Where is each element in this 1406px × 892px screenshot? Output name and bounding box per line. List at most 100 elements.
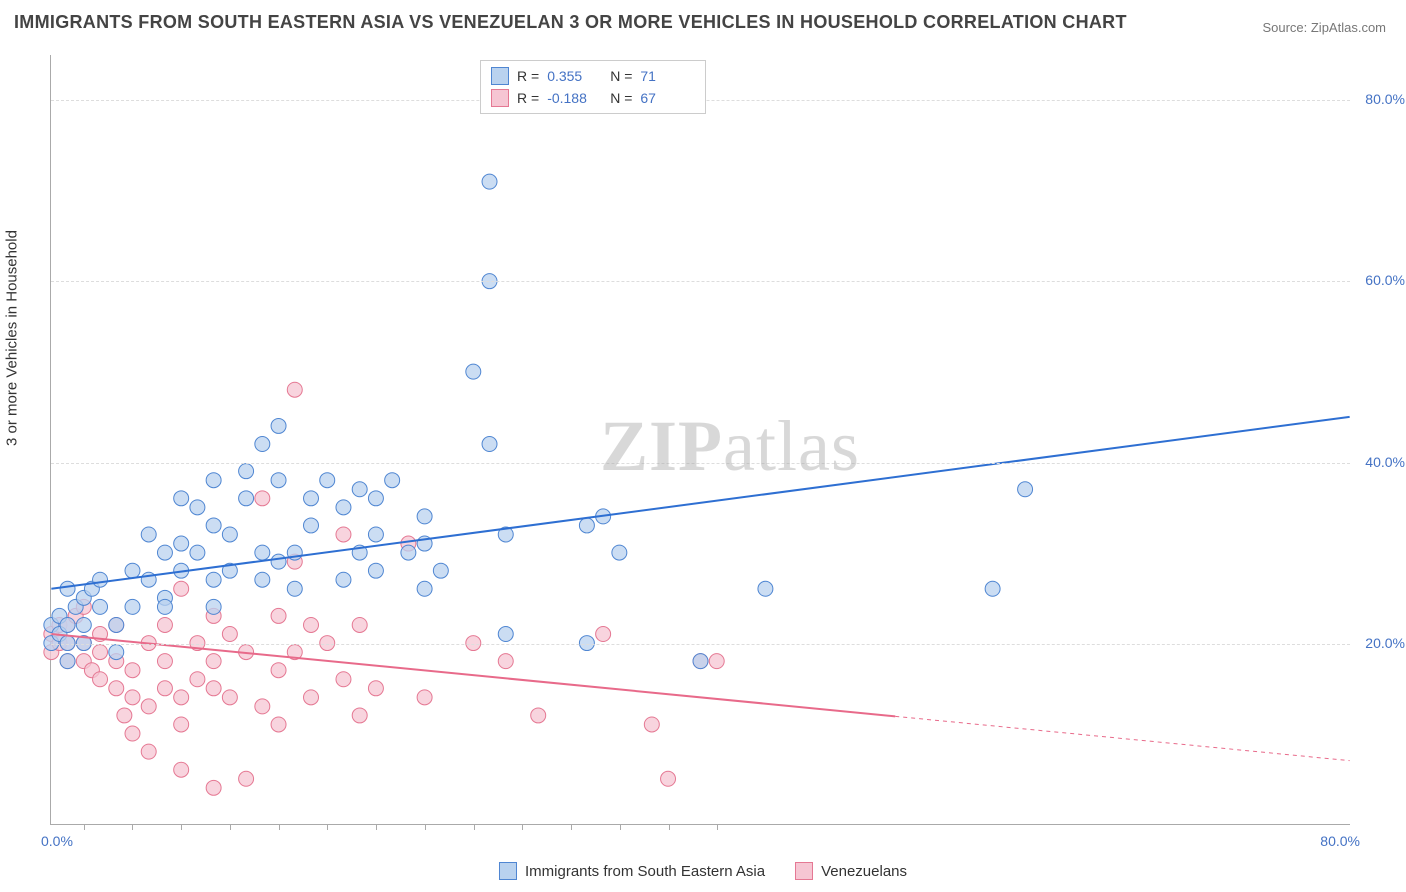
swatch-series2-icon xyxy=(491,89,509,107)
data-point xyxy=(141,699,156,714)
data-point xyxy=(304,491,319,506)
x-tick xyxy=(669,824,670,830)
n-label: N = xyxy=(610,68,632,84)
x-tick xyxy=(230,824,231,830)
data-point xyxy=(190,500,205,515)
data-point xyxy=(60,581,75,596)
data-point xyxy=(271,554,286,569)
data-point xyxy=(174,690,189,705)
legend-series: Immigrants from South Eastern Asia Venez… xyxy=(499,862,907,880)
data-point xyxy=(352,617,367,632)
y-tick-label: 40.0% xyxy=(1365,454,1405,470)
x-tick xyxy=(376,824,377,830)
n-value-2: 67 xyxy=(640,90,695,106)
data-point xyxy=(174,536,189,551)
data-point xyxy=(190,672,205,687)
data-point xyxy=(174,717,189,732)
x-tick xyxy=(425,824,426,830)
n-value-1: 71 xyxy=(640,68,695,84)
y-axis-title: 3 or more Vehicles in Household xyxy=(4,230,21,446)
legend-stats-row-2: R = -0.188 N = 67 xyxy=(491,87,695,109)
data-point xyxy=(125,599,140,614)
chart-plot-area: 20.0%40.0%60.0%80.0%0.0%80.0% xyxy=(50,55,1350,825)
legend-series2-label: Venezuelans xyxy=(821,863,907,880)
data-point xyxy=(482,174,497,189)
x-tick xyxy=(181,824,182,830)
data-point xyxy=(206,681,221,696)
data-point xyxy=(693,654,708,669)
swatch-series2-icon xyxy=(795,862,813,880)
data-point xyxy=(174,581,189,596)
data-point xyxy=(304,617,319,632)
data-point xyxy=(206,780,221,795)
data-point xyxy=(206,654,221,669)
data-point xyxy=(206,572,221,587)
r-value-1: 0.355 xyxy=(547,68,602,84)
data-point xyxy=(109,617,124,632)
data-point xyxy=(255,699,270,714)
data-point xyxy=(368,527,383,542)
r-label: R = xyxy=(517,68,539,84)
r-label: R = xyxy=(517,90,539,106)
data-point xyxy=(596,627,611,642)
data-point xyxy=(368,681,383,696)
data-point xyxy=(709,654,724,669)
chart-title: IMMIGRANTS FROM SOUTH EASTERN ASIA VS VE… xyxy=(14,12,1127,33)
data-point xyxy=(93,599,108,614)
data-point xyxy=(271,418,286,433)
data-point xyxy=(271,608,286,623)
data-point xyxy=(239,771,254,786)
data-point xyxy=(125,563,140,578)
data-point xyxy=(222,690,237,705)
x-tick xyxy=(327,824,328,830)
data-point xyxy=(336,672,351,687)
data-point xyxy=(117,708,132,723)
data-point xyxy=(304,518,319,533)
x-tick xyxy=(474,824,475,830)
data-point xyxy=(417,581,432,596)
data-point xyxy=(255,545,270,560)
data-point xyxy=(352,482,367,497)
data-point xyxy=(174,762,189,777)
data-point xyxy=(417,690,432,705)
data-point xyxy=(93,572,108,587)
data-point xyxy=(985,581,1000,596)
data-point xyxy=(157,681,172,696)
data-point xyxy=(190,545,205,560)
x-tick xyxy=(279,824,280,830)
data-point xyxy=(222,527,237,542)
data-point xyxy=(125,726,140,741)
x-tick xyxy=(571,824,572,830)
data-point xyxy=(401,545,416,560)
data-point xyxy=(76,617,91,632)
data-point xyxy=(239,464,254,479)
data-point xyxy=(255,491,270,506)
grid-line xyxy=(51,463,1350,464)
data-point xyxy=(125,663,140,678)
r-value-2: -0.188 xyxy=(547,90,602,106)
data-point xyxy=(206,518,221,533)
data-point xyxy=(239,491,254,506)
data-point xyxy=(60,617,75,632)
data-point xyxy=(255,437,270,452)
data-point xyxy=(60,654,75,669)
x-tick xyxy=(717,824,718,830)
data-point xyxy=(157,617,172,632)
data-point xyxy=(531,708,546,723)
trend-line-dashed xyxy=(895,716,1349,760)
data-point xyxy=(271,663,286,678)
data-point xyxy=(109,681,124,696)
data-point xyxy=(141,744,156,759)
data-point xyxy=(255,572,270,587)
data-point xyxy=(482,437,497,452)
grid-line xyxy=(51,281,1350,282)
y-tick-label: 80.0% xyxy=(1365,91,1405,107)
data-point xyxy=(368,491,383,506)
legend-series1-label: Immigrants from South Eastern Asia xyxy=(525,863,765,880)
data-point xyxy=(336,500,351,515)
data-point xyxy=(271,473,286,488)
data-point xyxy=(612,545,627,560)
legend-item-1: Immigrants from South Eastern Asia xyxy=(499,862,765,880)
data-point xyxy=(336,527,351,542)
chart-svg xyxy=(51,55,1350,824)
